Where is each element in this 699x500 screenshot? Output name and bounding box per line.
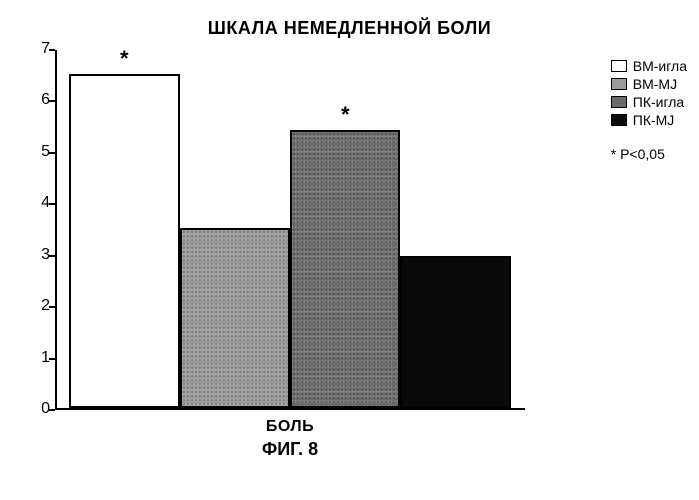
plot-area: БОЛЬ ФИГ. 8 01234567** xyxy=(55,50,525,410)
legend-swatch xyxy=(611,114,627,126)
chart-title: ШКАЛА НЕМЕДЛЕННОЙ БОЛИ xyxy=(0,18,699,39)
y-tick-label: 2 xyxy=(30,297,50,315)
bar xyxy=(69,74,179,408)
y-tick-label: 3 xyxy=(30,246,50,264)
x-axis-label: БОЛЬ xyxy=(55,418,525,436)
significance-star-icon: * xyxy=(120,46,129,72)
legend-item: ПК-MJ xyxy=(611,112,687,128)
legend-label: ВМ-MJ xyxy=(633,76,677,92)
x-axis xyxy=(55,408,525,410)
y-tick-label: 4 xyxy=(30,194,50,212)
legend-label: ПК-игла xyxy=(633,94,684,110)
legend-label: ВМ-игла xyxy=(633,58,687,74)
bar xyxy=(400,256,510,408)
legend-item: ПК-игла xyxy=(611,94,687,110)
star-icon: * xyxy=(611,146,616,162)
y-tick-label: 0 xyxy=(30,400,50,418)
significance-star-icon: * xyxy=(341,102,350,128)
bar xyxy=(180,228,290,408)
legend-swatch xyxy=(611,96,627,108)
legend: ВМ-игла ВМ-MJ ПК-игла ПК-MJ * P<0,05 xyxy=(611,58,687,162)
bar xyxy=(290,130,400,408)
legend-item: ВМ-MJ xyxy=(611,76,687,92)
legend-swatch xyxy=(611,78,627,90)
legend-item: ВМ-игла xyxy=(611,58,687,74)
y-tick-label: 1 xyxy=(30,349,50,367)
y-tick-label: 6 xyxy=(30,91,50,109)
y-tick-label: 7 xyxy=(30,40,50,58)
legend-swatch xyxy=(611,60,627,72)
significance-note: * P<0,05 xyxy=(611,146,687,162)
figure-label: ФИГ. 8 xyxy=(55,439,525,460)
y-tick-label: 5 xyxy=(30,143,50,161)
legend-label: ПК-MJ xyxy=(633,112,675,128)
chart-container: ШКАЛА НЕМЕДЛЕННОЙ БОЛИ БОЛЬ ФИГ. 8 01234… xyxy=(0,0,699,500)
significance-text: P<0,05 xyxy=(620,146,665,162)
y-axis xyxy=(55,50,57,410)
